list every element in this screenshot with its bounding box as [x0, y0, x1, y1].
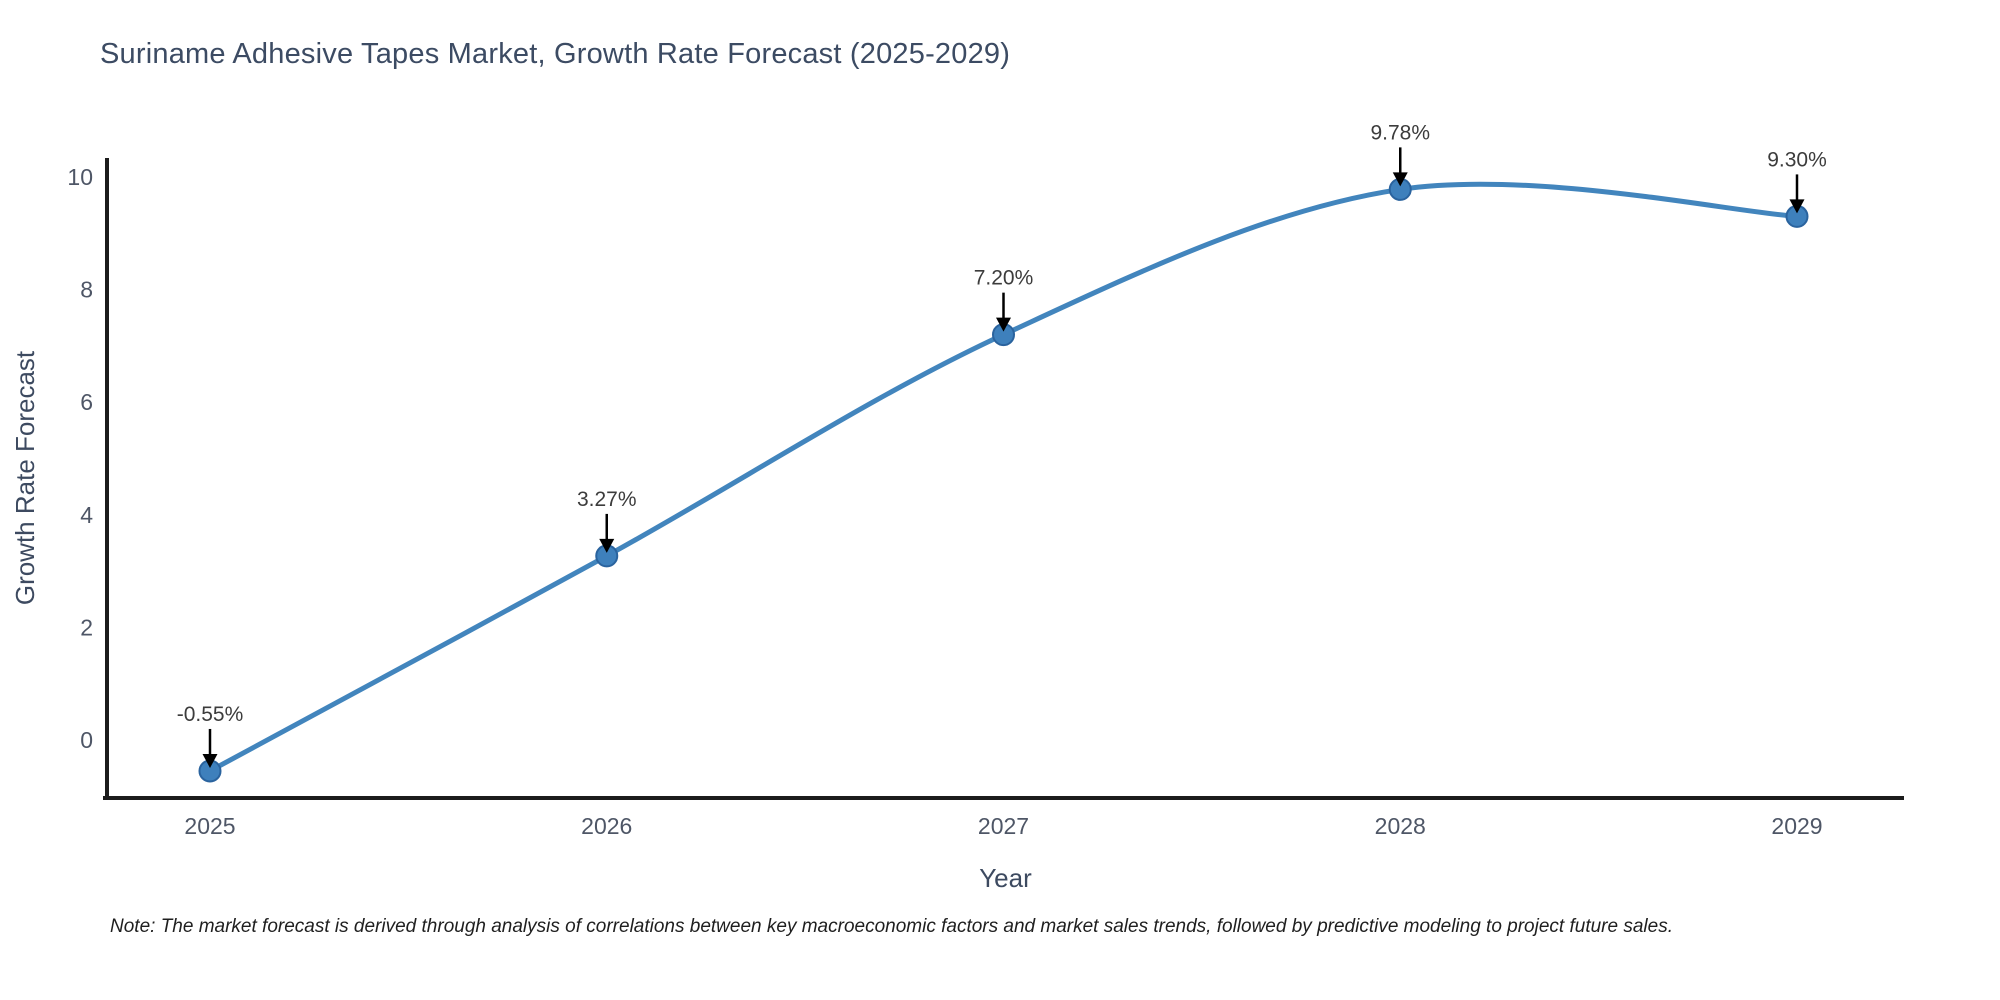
- y-tick-label: 6: [80, 389, 93, 415]
- annotation-arrowhead: [1392, 172, 1408, 187]
- y-tick-label: 4: [80, 502, 93, 528]
- x-axis-title: Year: [979, 863, 1032, 893]
- y-axis-title: Growth Rate Forecast: [10, 350, 40, 605]
- annotation-arrowhead: [1789, 199, 1805, 214]
- annotation-label: 9.78%: [1370, 121, 1430, 144]
- annotation-arrowhead: [996, 317, 1011, 332]
- annotation-label: 3.27%: [577, 488, 637, 511]
- y-tick-label: 10: [67, 164, 93, 190]
- annotation-arrowhead: [202, 753, 218, 768]
- x-tick-label: 2026: [581, 813, 632, 839]
- x-tick-label: 2027: [978, 813, 1029, 839]
- x-tick-label: 2028: [1375, 813, 1426, 839]
- x-tick-label: 2029: [1771, 813, 1822, 839]
- chart-title: Suriname Adhesive Tapes Market, Growth R…: [100, 38, 1011, 70]
- annotation-arrowhead: [599, 538, 615, 553]
- annotation-label: -0.55%: [177, 703, 244, 726]
- annotation-label: 7.20%: [974, 267, 1034, 290]
- x-tick-label: 2025: [184, 813, 235, 839]
- y-tick-label: 0: [80, 727, 93, 753]
- annotation-label: 9.30%: [1767, 148, 1827, 171]
- note-text: Note: The market forecast is derived thr…: [110, 916, 1673, 937]
- y-tick-label: 8: [80, 277, 93, 303]
- y-tick-label: 2: [80, 614, 93, 640]
